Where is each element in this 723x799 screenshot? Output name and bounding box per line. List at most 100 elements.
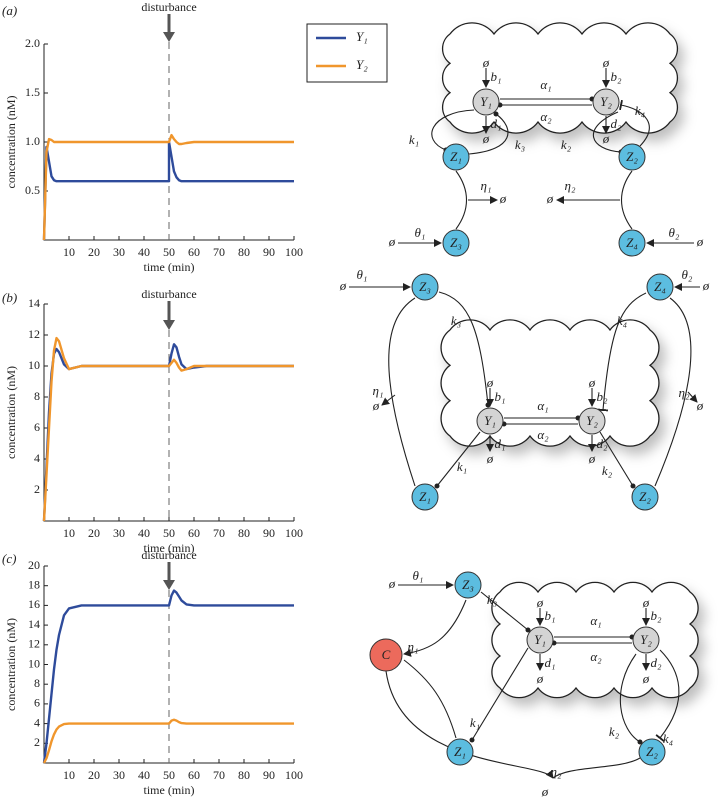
- diagram-label: α₂: [540, 109, 552, 124]
- y-axis-label: concentration (nM): [4, 366, 18, 459]
- annotation: disturbance: [141, 0, 196, 14]
- node-label: Z₃: [450, 235, 462, 250]
- diagram-label: η₁: [481, 178, 492, 193]
- diagram-label: ø: [536, 595, 544, 610]
- annotation-arrowhead: [163, 320, 175, 330]
- diagram-label: θ₂: [669, 225, 680, 240]
- node: [472, 88, 500, 116]
- diagram-label: α₁: [540, 77, 551, 92]
- diagram-label: k₂: [609, 724, 620, 739]
- diagram-label: ø: [602, 131, 610, 146]
- x-tick-label: 50: [163, 245, 175, 259]
- edge: [597, 292, 647, 412]
- edge: [455, 170, 467, 230]
- node-label: Y₁: [484, 413, 496, 428]
- y-tick-label: 1.5: [25, 85, 40, 99]
- diagram-label: b₂: [610, 69, 622, 84]
- edge: [552, 757, 641, 779]
- node: [578, 407, 606, 435]
- node: [446, 738, 474, 766]
- node-label: Y₂: [600, 94, 612, 109]
- edge: [599, 431, 636, 489]
- series-line: [42, 718, 294, 764]
- y-tick-label: 2: [34, 735, 40, 749]
- x-tick-label: 90: [263, 768, 275, 782]
- diagram-label: ø: [388, 234, 396, 249]
- edge: [431, 109, 475, 153]
- diagram-label: k₁: [470, 715, 480, 730]
- diagram-label: k₃: [515, 137, 525, 152]
- node: [618, 143, 646, 171]
- x-tick-label: 50: [163, 768, 175, 782]
- node: [476, 407, 504, 435]
- x-tick-label: 70: [213, 526, 225, 540]
- diagram-label: d₁: [490, 116, 501, 131]
- y-tick-label: 14: [28, 296, 40, 310]
- diagram-label: ø: [482, 55, 490, 70]
- panel-label: (a): [2, 3, 17, 18]
- y-tick-label: 4: [34, 715, 40, 729]
- series-line: [42, 589, 294, 764]
- diagram-label: ø: [486, 451, 494, 466]
- diagram-label: d₂: [610, 116, 622, 131]
- diagram-label: d₁: [494, 436, 505, 451]
- y-tick-label: 6: [34, 420, 40, 434]
- edge: [434, 431, 481, 489]
- diagram-label: k₂: [561, 137, 572, 152]
- diagram-label: ø: [696, 398, 704, 413]
- node-label: C: [382, 647, 391, 662]
- x-tick-label: 10: [63, 768, 75, 782]
- panel-label: (c): [2, 551, 16, 566]
- diagram-label: b₂: [596, 389, 608, 404]
- x-tick-label: 50: [163, 526, 175, 540]
- series-line: [42, 133, 294, 241]
- node-label: Z₂: [639, 489, 651, 504]
- annotation-arrowhead: [163, 32, 175, 42]
- edge: [388, 297, 416, 487]
- y-tick-label: 20: [28, 558, 40, 572]
- diagram-label: ø: [546, 191, 554, 206]
- node: [592, 88, 620, 116]
- diagram-label: η₂: [679, 385, 690, 400]
- x-tick-label: 30: [113, 768, 125, 782]
- diagram-label: η₂: [551, 764, 562, 779]
- node: [638, 738, 666, 766]
- node: [526, 626, 554, 654]
- node-label: Z₁: [419, 489, 431, 504]
- diagram-label: α₁: [590, 613, 601, 628]
- diagram-label: d₂: [650, 655, 662, 670]
- node: [646, 273, 674, 301]
- diagram-label: ø: [588, 375, 596, 390]
- y-tick-label: 18: [28, 577, 40, 591]
- x-tick-label: 90: [263, 526, 275, 540]
- node-label: Z₂: [646, 744, 658, 759]
- y-tick-label: 2: [34, 482, 40, 496]
- node-label: Z₄: [654, 279, 666, 294]
- y-tick-label: 6: [34, 696, 40, 710]
- diagram-label: k₂: [602, 463, 613, 478]
- diagram-label: k₄: [617, 313, 628, 328]
- node: [454, 571, 482, 599]
- diagram-label: ø: [372, 398, 380, 413]
- diagram-label: ø: [339, 278, 347, 293]
- edge: [469, 647, 529, 743]
- node-label: Z₁: [450, 149, 462, 164]
- x-tick-label: 80: [238, 526, 250, 540]
- edge: [621, 170, 633, 230]
- x-tick-label: 20: [88, 768, 100, 782]
- legend: [306, 23, 388, 83]
- y-tick-label: 0.5: [25, 183, 40, 197]
- x-tick-label: 30: [113, 526, 125, 540]
- node: [442, 229, 470, 257]
- diagram-label: α₁: [537, 398, 548, 413]
- edge: [468, 111, 509, 155]
- edge: [655, 649, 680, 742]
- y-axis-label: concentration (nM): [4, 96, 18, 189]
- diagram-label: k₄: [635, 103, 646, 118]
- x-tick-label: 40: [138, 526, 150, 540]
- diagram-label: θ₁: [357, 267, 368, 282]
- x-tick-label: 10: [63, 526, 75, 540]
- node: [632, 626, 660, 654]
- node-label: Y₂: [640, 632, 652, 647]
